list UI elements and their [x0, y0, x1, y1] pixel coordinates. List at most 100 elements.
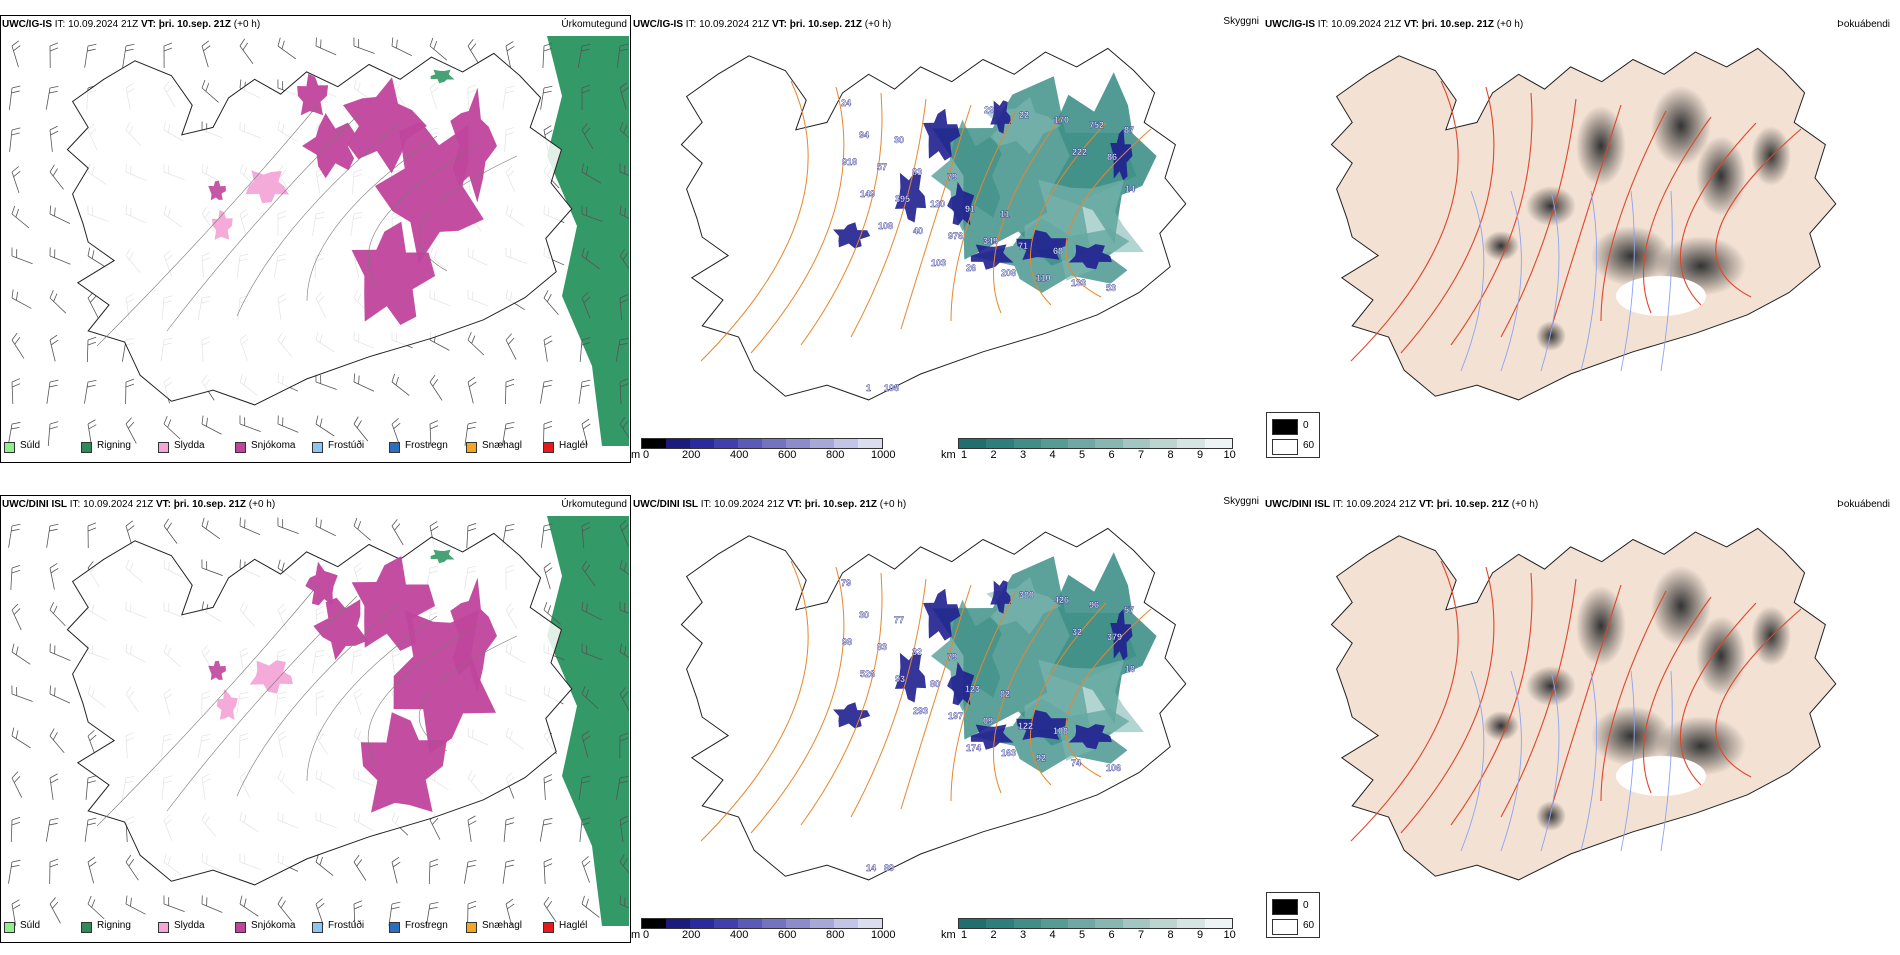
wind-barb: [48, 729, 70, 753]
wind-barb: [351, 37, 377, 53]
colorbar-tick: 8: [1168, 449, 1174, 461]
colorbar-bin: [1041, 439, 1068, 448]
header-model: UWC/IG-IS: [2, 19, 52, 30]
fog-area: [1751, 126, 1791, 186]
cloudbase-label: 349: [983, 236, 998, 246]
wind-barb: [540, 379, 552, 405]
cloudbase-label: 14: [1125, 184, 1135, 194]
cloudbase-label: 123: [965, 684, 980, 694]
fog-indicator-panel: UWC/DINI ISL IT: 10.09.2024 21Z VT: þri.…: [1261, 480, 1900, 955]
wind-barb: [48, 290, 72, 313]
wind-barb: [46, 817, 58, 843]
wind-barb: [50, 859, 58, 884]
wind-barb: [199, 559, 225, 575]
wind-barb: [199, 416, 225, 435]
wind-barb: [541, 85, 553, 111]
wind-barb: [237, 415, 263, 431]
colorbar-tick: 3: [1020, 929, 1026, 941]
wind-barb: [503, 859, 514, 885]
colorbar-tick: 7: [1138, 449, 1144, 461]
wind-barb: [9, 685, 35, 701]
cloudbase-label: 976: [948, 231, 963, 241]
header-vt-value: þri. 10.sep. 21Z: [174, 499, 246, 510]
cloudbase-label: 426: [1054, 595, 1069, 605]
wind-barb: [9, 290, 35, 309]
wind-barb: [238, 39, 259, 64]
colorbar-bin: [1068, 919, 1095, 928]
colorbar-tick: 9: [1197, 929, 1203, 941]
fog-map: [1301, 516, 1861, 916]
cloudbase-label: 208: [1001, 268, 1016, 278]
wind-barb: [313, 37, 339, 54]
legend-swatch: [312, 442, 323, 453]
wind-barb: [162, 416, 186, 439]
rain-area: [547, 36, 629, 446]
legend-swatch: [389, 922, 400, 933]
wind-barb: [237, 517, 263, 534]
colorbar-tick: 400: [730, 929, 748, 941]
panel-header: UWC/IG-IS IT: 10.09.2024 21Z VT: þri. 10…: [633, 19, 891, 30]
cloudbase-label: 89: [884, 863, 894, 873]
wind-barb: [275, 517, 301, 533]
cloudbase-label: 293: [913, 706, 928, 716]
cloudbase-label: 77: [894, 615, 904, 625]
cloudbase-label: 83: [912, 167, 922, 177]
wind-barb: [238, 896, 263, 917]
fog-area: [1696, 136, 1746, 216]
legend-swatch: [235, 922, 246, 933]
cloudbase-label: 98: [842, 637, 852, 647]
header-vt-value: þri. 10.sep. 21Z: [790, 19, 862, 30]
cloudbase-label: 170: [1054, 115, 1069, 125]
legend-swatch: [466, 442, 477, 453]
wind-barb: [49, 563, 62, 589]
fog-area: [1536, 801, 1566, 831]
colorbar-bin: [986, 439, 1013, 448]
cloudbase-label: 86: [1107, 152, 1117, 162]
colorbar-tick: 5: [1079, 449, 1085, 461]
colorbar-bin: [1123, 439, 1150, 448]
colorbar-tick: 1: [961, 929, 967, 941]
colorbar-bin: [786, 919, 810, 928]
wind-barb: [87, 337, 96, 362]
colorbar-tick: 4: [1050, 929, 1056, 941]
fog-area: [1483, 231, 1519, 261]
wind-barb: [276, 897, 298, 922]
header-it-value: 10.09.2024 21Z: [68, 19, 138, 30]
wind-barb: [10, 333, 30, 358]
fog-legend-swatch: [1272, 919, 1298, 935]
cloudbase-label: 71: [1018, 241, 1028, 251]
colorbar-tick: 4: [1050, 449, 1056, 461]
cloudbase-label: 57: [877, 162, 887, 172]
panel-header: UWC/IG-IS IT: 10.09.2024 21Z VT: þri. 10…: [2, 19, 260, 30]
panel-header: UWC/DINI ISL IT: 10.09.2024 21Z VT: þri.…: [633, 499, 906, 510]
cloudbase-label: 14: [866, 863, 876, 873]
wind-barb: [88, 523, 96, 548]
colorbar-bin: [738, 439, 762, 448]
wind-barb: [11, 772, 29, 798]
header-it-label: IT:: [55, 19, 66, 30]
legend-label: Snæhagl: [482, 920, 522, 931]
colorbar-tick: 3: [1020, 449, 1026, 461]
precip-panel-title: Úrkomutegund: [561, 19, 627, 30]
header-it-label: IT:: [1318, 19, 1329, 30]
colorbar-bin: [762, 439, 786, 448]
header-it-label: IT:: [1333, 499, 1344, 510]
cloudbase-label: 163: [1001, 748, 1016, 758]
header-it-value: 10.09.2024 21Z: [83, 499, 153, 510]
colorbar-tick: 800: [826, 449, 844, 461]
fog-area: [1536, 321, 1566, 351]
wind-barb: [276, 38, 301, 59]
wind-barb: [390, 374, 415, 396]
colorbar-tick: 9: [1197, 449, 1203, 461]
legend-swatch: [466, 922, 477, 933]
wind-barb: [50, 126, 61, 152]
cloudbase-label: 133: [1071, 278, 1086, 288]
cloudbase-label: 09: [983, 716, 993, 726]
colorbar-tick: 10: [1224, 929, 1236, 941]
wind-barb: [579, 379, 590, 405]
cloudbase-label: 395: [895, 194, 910, 204]
wind-barb: [468, 816, 480, 842]
colorbar-tick: 200: [682, 929, 700, 941]
colorbar-bin: [1177, 919, 1204, 928]
